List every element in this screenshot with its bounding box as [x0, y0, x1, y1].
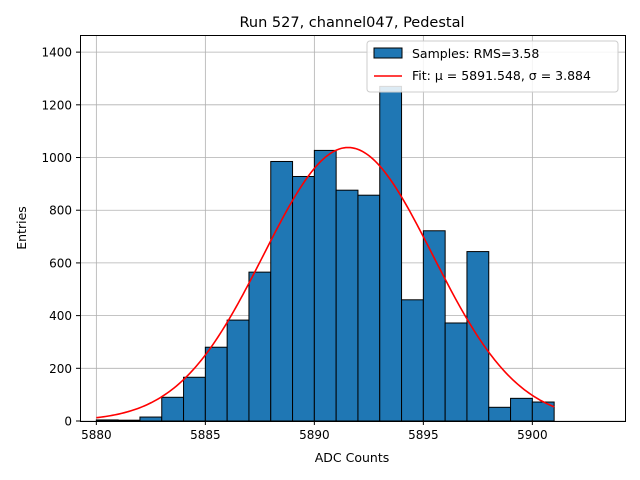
x-tick-label: 5890 — [299, 428, 330, 442]
y-axis-ticks: 0 200 400 600 800 1000 1200 1400 — [41, 46, 80, 429]
x-axis-ticks: 5880 5885 5890 5895 5900 — [81, 421, 548, 442]
histogram-bar — [379, 85, 403, 422]
y-tick-label: 1200 — [41, 98, 72, 112]
x-tick-label: 5880 — [81, 428, 112, 442]
histogram-bar — [204, 346, 228, 422]
histogram-bar — [183, 376, 206, 422]
histogram-bar — [444, 322, 468, 422]
y-tick-label: 400 — [49, 309, 72, 323]
x-tick-label: 5885 — [190, 428, 221, 442]
fit-curve — [96, 146, 555, 419]
histogram-bar — [357, 194, 381, 422]
legend-box — [366, 40, 619, 93]
y-axis-label: Entries — [14, 206, 29, 250]
histogram-bar — [488, 406, 512, 422]
legend: Samples: RMS=3.58 Fit: μ = 5891.548, σ =… — [366, 40, 619, 93]
histogram-bar — [401, 299, 424, 422]
y-tick-label: 0 — [64, 415, 72, 429]
chart-title: Run 527, channel047, Pedestal — [239, 15, 464, 31]
y-tick-label: 600 — [49, 256, 72, 270]
y-tick-label: 800 — [49, 204, 72, 218]
histogram-bar — [510, 397, 533, 422]
y-tick-label: 1000 — [41, 151, 72, 165]
histogram-bar — [139, 416, 163, 422]
histogram-bar — [226, 319, 250, 422]
histogram-bar — [292, 175, 315, 422]
y-tick-label: 1400 — [41, 46, 72, 60]
histogram-bar — [313, 149, 337, 422]
histogram-bar — [161, 396, 185, 422]
y-tick-label: 200 — [49, 362, 72, 376]
histogram-bar — [248, 271, 272, 422]
legend-label-fit: Fit: μ = 5891.548, σ = 3.884 — [412, 68, 591, 83]
x-axis-label: ADC Counts — [315, 450, 390, 465]
plot-frame — [80, 35, 626, 422]
legend-swatch-samples — [373, 47, 403, 59]
histogram-bar — [270, 160, 294, 422]
legend-label-samples: Samples: RMS=3.58 — [412, 46, 539, 61]
x-tick-label: 5895 — [408, 428, 439, 442]
histogram-bar — [95, 419, 119, 422]
x-tick-label: 5900 — [517, 428, 548, 442]
histogram-bar — [117, 419, 141, 422]
histogram-bar — [335, 189, 359, 422]
